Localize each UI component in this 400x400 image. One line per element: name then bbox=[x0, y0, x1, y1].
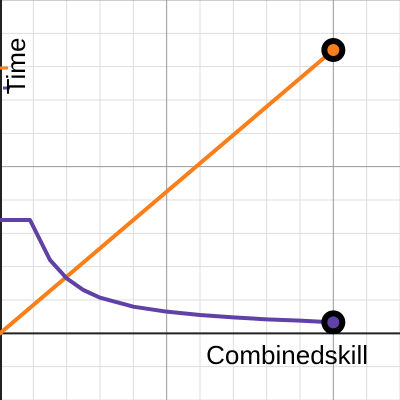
series-line-1 bbox=[0, 48, 336, 336]
series-2-endpoint bbox=[327, 316, 340, 329]
x-axis-label: Combinedskill bbox=[206, 340, 368, 370]
series-line-2 bbox=[0, 218, 336, 325]
series-1-endpoint bbox=[327, 44, 340, 56]
points-layer bbox=[321, 38, 346, 335]
y-axis-label: Time bbox=[1, 38, 31, 95]
series-layer bbox=[0, 48, 336, 336]
